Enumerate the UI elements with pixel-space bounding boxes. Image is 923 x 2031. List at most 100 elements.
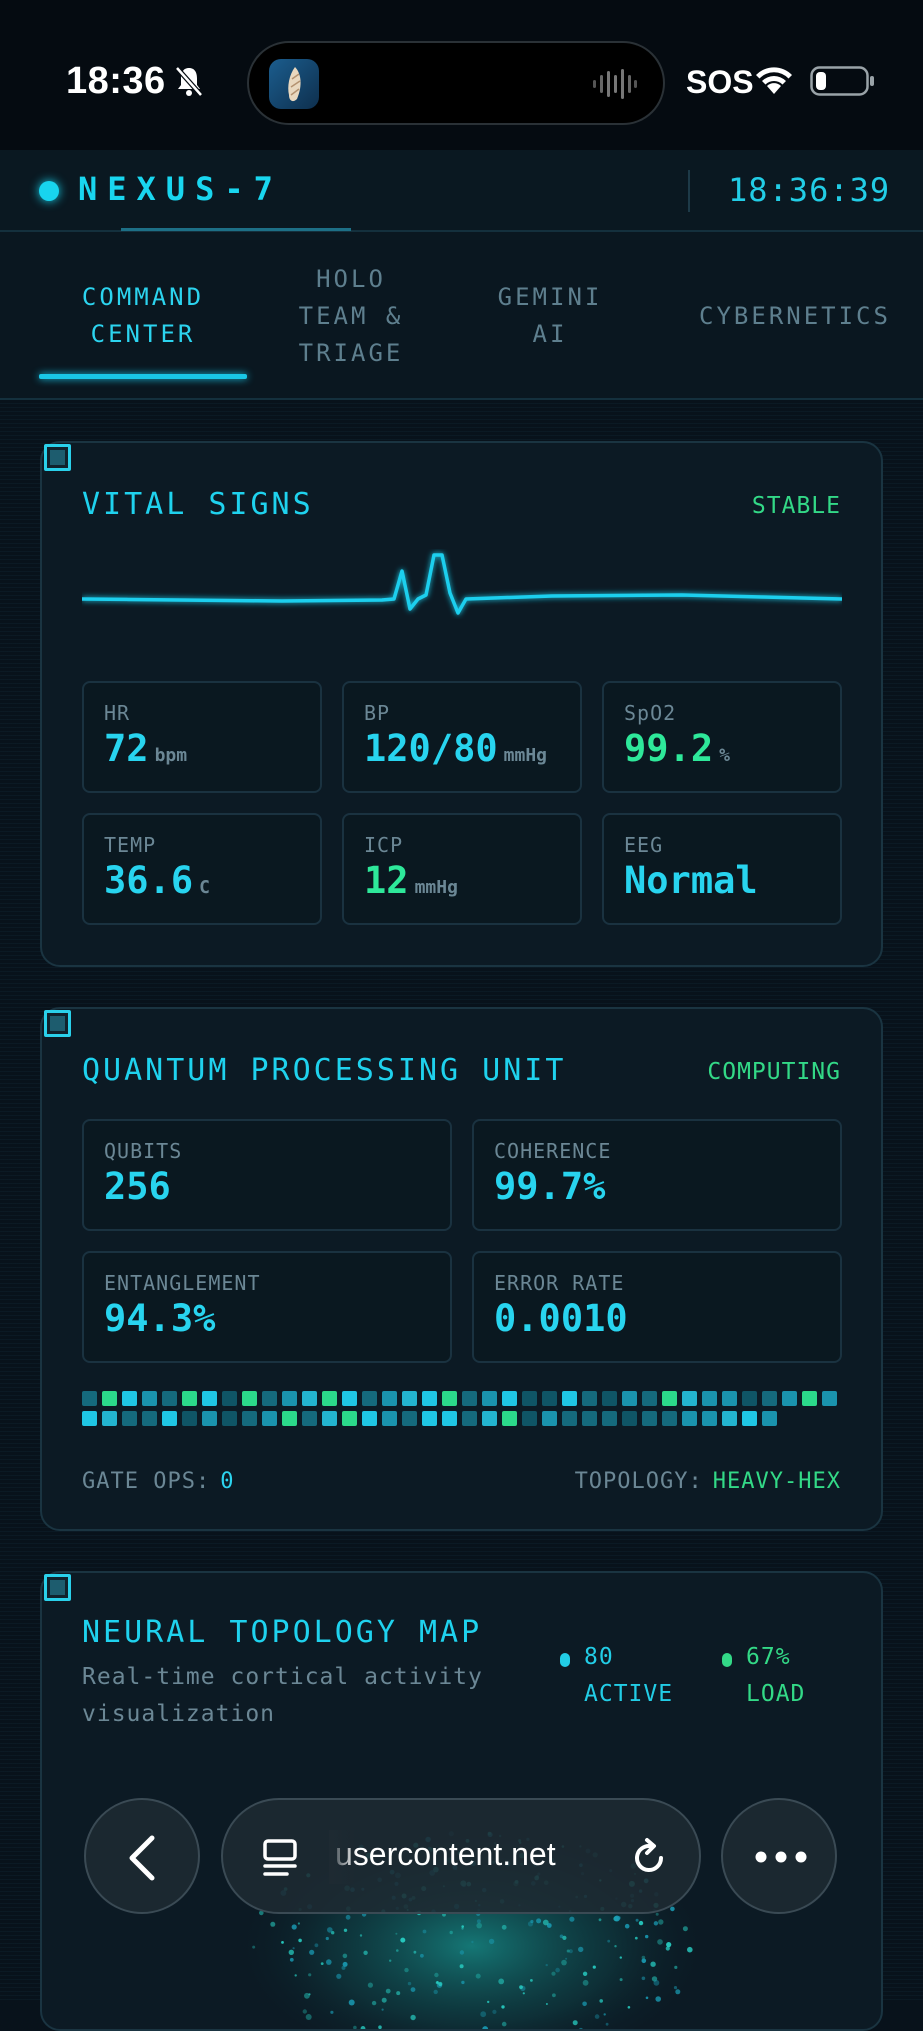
qubit-cell [422, 1411, 437, 1426]
qubit-cell [342, 1411, 357, 1426]
qubit-cell [422, 1391, 437, 1406]
neural-particle [569, 1916, 575, 1922]
neural-particle [498, 1978, 505, 1985]
neural-particle [461, 1980, 465, 1985]
neural-particle [627, 2006, 631, 2009]
neural-particle [302, 2009, 307, 2014]
qubit-cell [142, 1391, 157, 1406]
chevron-left-icon [129, 1835, 155, 1881]
browser-url-bar[interactable]: usercontent.net [221, 1798, 701, 1914]
neural-particle [559, 1934, 564, 1939]
legend-dot [722, 1653, 732, 1667]
more-dots-icon [755, 1851, 807, 1863]
qubit-cell [682, 1411, 697, 1426]
qubit-cell [242, 1391, 257, 1406]
qubit-cell [702, 1391, 717, 1406]
neural-particle [562, 1935, 567, 1940]
metric-value: 12 mmHg [364, 859, 458, 902]
neural-particle [592, 1965, 596, 1969]
neural-particle [342, 1961, 348, 1967]
neural-particle [438, 1981, 443, 1987]
neural-particle [389, 1959, 392, 1962]
tab-command-center[interactable]: COMMAND CENTER [81, 283, 205, 348]
neural-particle [492, 2009, 497, 2014]
qubit-cell [522, 1411, 537, 1426]
neural-particle [605, 2022, 609, 2026]
dynamic-island[interactable] [247, 41, 665, 125]
qubit-cell [462, 1411, 477, 1426]
neural-particle [359, 1934, 363, 1937]
qubit-cell [202, 1391, 217, 1406]
tab-holo-team-triage[interactable]: HOLO TEAM & TRIAGE [298, 264, 404, 367]
metric-error-rate: ERROR RATE 0.0010 [472, 1251, 842, 1363]
qubit-cell [282, 1391, 297, 1406]
metric-icp: ICP 12 mmHg [342, 813, 582, 925]
qubit-cell [182, 1391, 197, 1406]
neural-particle [410, 2014, 416, 2021]
qubit-cell [542, 1391, 557, 1406]
app-title: NEXUS-7 [78, 170, 283, 208]
browser-more-button[interactable] [721, 1798, 837, 1914]
tab-gemini-ai[interactable]: GEMINI AI [497, 283, 603, 348]
neural-particle [270, 1921, 276, 1927]
neural-particle [641, 1976, 646, 1981]
neural-particle [682, 1926, 688, 1932]
neural-particle [404, 1967, 409, 1973]
browser-back-button[interactable] [84, 1798, 200, 1914]
vital-signs-title: VITAL SIGNS [82, 487, 314, 522]
neural-particle [459, 1964, 464, 1969]
neural-particle [673, 1986, 678, 1990]
title-underline [121, 228, 351, 231]
metric-label: ICP [364, 833, 404, 857]
neural-particle [487, 2000, 490, 2004]
neural-particle [378, 2025, 382, 2029]
neural-particle [326, 1959, 332, 1965]
neural-particle [292, 1947, 295, 1950]
neural-particle [619, 1978, 623, 1982]
neural-particle [476, 1919, 481, 1924]
reload-icon[interactable] [627, 1836, 671, 1880]
qubit-cell [642, 1411, 657, 1426]
neural-particle [653, 1979, 660, 1986]
neural-particle [288, 1949, 294, 1955]
neural-particle [348, 1999, 355, 2006]
neural-particle [410, 1987, 416, 1992]
neural-particle [657, 1939, 663, 1945]
neural-particle [617, 1916, 621, 1920]
neural-particle [433, 1989, 438, 1995]
neural-particle [330, 2010, 334, 2014]
neural-particle [545, 1963, 548, 1967]
qubit-cell [602, 1411, 617, 1426]
neural-particle [396, 1949, 399, 1952]
metric-spo2: SpO2 99.2% [602, 681, 842, 793]
neural-particle [578, 1946, 584, 1953]
qubit-cell [482, 1411, 497, 1426]
neural-particle [582, 1971, 588, 1976]
neural-particle [395, 1932, 398, 1935]
url-text[interactable]: usercontent.net [335, 1836, 556, 1872]
qubit-cell [382, 1391, 397, 1406]
neural-particle [561, 1959, 567, 1966]
qubit-cell [622, 1391, 637, 1406]
card-corner-marker [44, 1010, 71, 1037]
qubit-cell [102, 1411, 117, 1426]
main-tabs: COMMAND CENTER HOLO TEAM & TRIAGE GEMINI… [0, 232, 923, 400]
qpu-card: QUANTUM PROCESSING UNIT COMPUTING QUBITS… [40, 1007, 883, 1531]
qubit-cell [82, 1411, 97, 1426]
qubit-cell [622, 1411, 637, 1426]
neural-particle [422, 1929, 427, 1934]
bell-muted-icon [175, 66, 203, 97]
neural-particle [342, 1953, 348, 1959]
status-time: 18:36 [66, 60, 166, 102]
qubit-cell [702, 1411, 717, 1426]
neural-particle [381, 2008, 384, 2011]
tab-cybernetics[interactable]: CYBERNETICS [699, 301, 891, 330]
neural-particle [435, 1981, 439, 1985]
neural-particle [530, 1919, 534, 1924]
neural-particle [304, 1992, 310, 1999]
neural-particle [471, 1940, 474, 1944]
neural-particle [670, 1906, 675, 1912]
metric-value: 99.2% [624, 727, 730, 770]
qubit-cell [522, 1391, 537, 1406]
qubit-cell [322, 1391, 337, 1406]
